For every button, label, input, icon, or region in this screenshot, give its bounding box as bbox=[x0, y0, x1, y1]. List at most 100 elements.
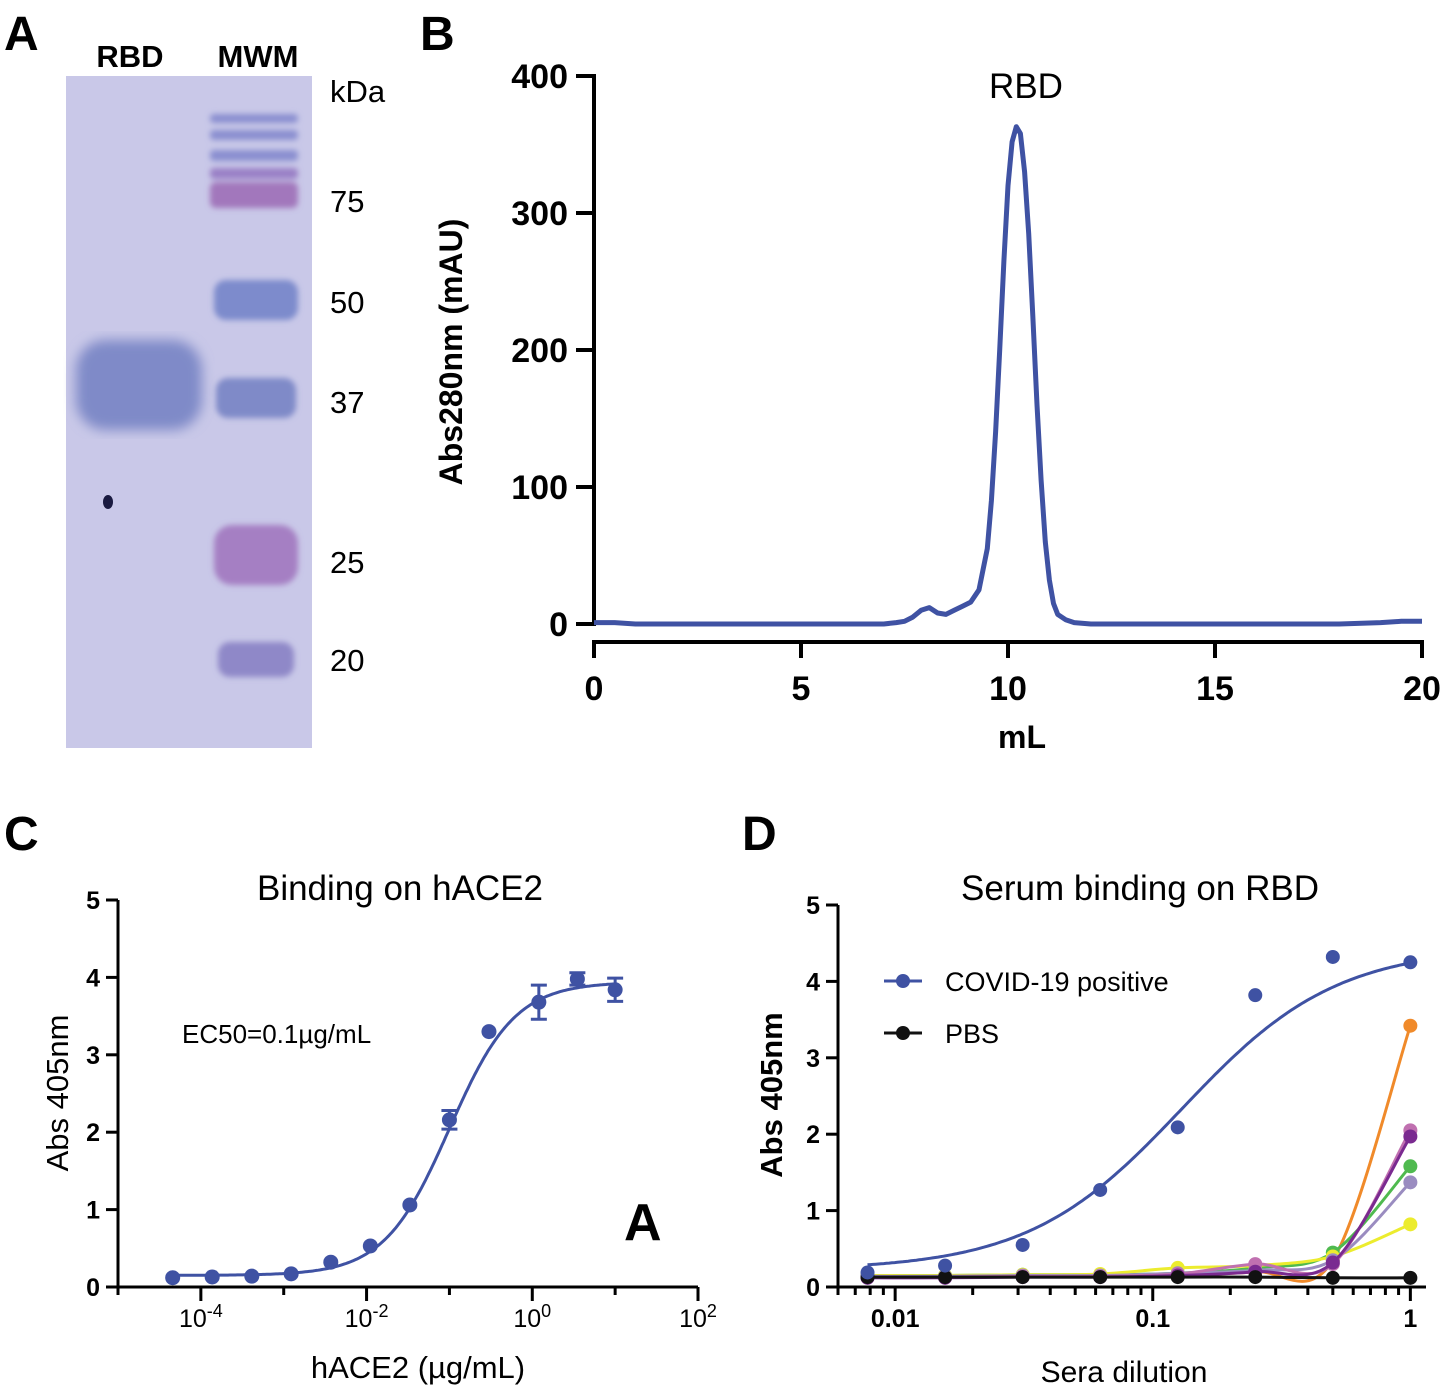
lane-label-rbd: RBD bbox=[96, 39, 163, 74]
chart-c-point bbox=[481, 1024, 497, 1040]
chart-d-ytick-label: 5 bbox=[806, 892, 820, 920]
chart-b-xtick-label: 20 bbox=[1403, 670, 1441, 708]
chart-d-point-purple bbox=[1403, 1129, 1418, 1144]
chart-d-legend: COVID-19 positive PBS bbox=[884, 967, 1169, 1049]
chart-d-plot bbox=[860, 949, 1418, 1285]
chart-b-ylabel: Abs280nm (mAU) bbox=[433, 219, 469, 486]
chart-d-line-covid-19-positive bbox=[867, 961, 1411, 1267]
panel-d-letter: D bbox=[742, 808, 777, 861]
legend-marker-pbs bbox=[896, 1026, 910, 1040]
chart-d-point-covid-19-positive bbox=[860, 1265, 875, 1280]
chart-b-xtick-label: 10 bbox=[989, 670, 1027, 708]
chart-c-ytick-label: 1 bbox=[86, 1197, 100, 1225]
chart-c-ytick-label: 0 bbox=[86, 1274, 100, 1302]
chart-b-ytick-label: 0 bbox=[549, 606, 568, 644]
marker-label-50: 50 bbox=[330, 285, 364, 320]
chart-c-annotation: EC50=0.1µg/mL bbox=[182, 1019, 371, 1049]
chart-b-xtick-label: 15 bbox=[1196, 670, 1234, 708]
chart-d-ytick-label: 3 bbox=[806, 1045, 820, 1073]
chart-d-point-covid-19-positive bbox=[1325, 949, 1340, 964]
kda-unit-label: kDa bbox=[330, 74, 386, 109]
chart-b-axes: 0 100 200 300 400 0 5 10 15 20 bbox=[511, 58, 1441, 708]
chart-c-point bbox=[569, 971, 585, 987]
panel-c-letter: C bbox=[4, 808, 39, 861]
rbd-band bbox=[76, 340, 202, 430]
chart-c-ytick-label: 5 bbox=[86, 887, 100, 915]
chart-c-point bbox=[283, 1266, 299, 1282]
chart-c-xtick-label: 102 bbox=[679, 1301, 717, 1333]
chart-d-point-covid-19-positive bbox=[1248, 988, 1263, 1003]
chart-c-xlabel: hACE2 (µg/mL) bbox=[311, 1350, 525, 1385]
chart-d-point-pbs bbox=[1248, 1270, 1263, 1285]
panel-a-letter: A bbox=[4, 8, 39, 61]
chart-d-ylabel: Abs 405nm bbox=[754, 1012, 789, 1177]
chart-d-point-pbs bbox=[1325, 1270, 1340, 1285]
chart-d-point-covid-19-positive bbox=[1403, 955, 1418, 970]
panel-c: C Binding on hACE2 Abs 405nm hACE2 (µg/m… bbox=[4, 808, 717, 1385]
chart-b-ytick-label: 200 bbox=[511, 332, 568, 370]
chart-c-point bbox=[402, 1197, 418, 1213]
chart-c-ytick-label: 2 bbox=[86, 1119, 100, 1147]
chart-d-point-pbs bbox=[1170, 1270, 1185, 1285]
chart-d-axes: 0 1 2 3 4 5 0.01 0.1 1 bbox=[806, 892, 1426, 1333]
chart-b-xtick-label: 5 bbox=[792, 670, 811, 708]
chart-d-ytick-label: 4 bbox=[806, 968, 820, 996]
chart-d-xtick-label: 0.01 bbox=[871, 1305, 920, 1333]
chart-b-ytick-label: 100 bbox=[511, 469, 568, 507]
chart-c-xtick-label: 10-2 bbox=[345, 1301, 389, 1333]
chart-c-title: Binding on hACE2 bbox=[257, 869, 543, 908]
chart-d-point-pbs bbox=[1093, 1270, 1108, 1285]
chart-c-plot bbox=[165, 971, 624, 1286]
marker-label-25: 25 bbox=[330, 545, 364, 580]
chart-d-point-covid-19-positive bbox=[1170, 1120, 1185, 1135]
chart-c-point bbox=[244, 1268, 260, 1284]
chart-d-line-pbs bbox=[867, 1275, 1411, 1280]
chart-c-xtick-label: 10-4 bbox=[179, 1301, 223, 1333]
chart-c-point bbox=[323, 1254, 339, 1270]
chart-d-point-covid-19-positive bbox=[1093, 1182, 1108, 1197]
chart-b-xlabel: mL bbox=[998, 719, 1046, 755]
chart-c-point bbox=[362, 1238, 378, 1254]
lane-label-mwm: MWM bbox=[218, 39, 299, 74]
chart-d-xtick-label: 0.1 bbox=[1135, 1305, 1170, 1333]
chart-d-point-pbs bbox=[1403, 1270, 1418, 1285]
chart-d-title: Serum binding on RBD bbox=[961, 869, 1319, 908]
marker-label-75: 75 bbox=[330, 184, 364, 219]
legend-label-covid: COVID-19 positive bbox=[945, 967, 1169, 997]
chart-c-point bbox=[165, 1270, 181, 1286]
chart-b-series-line bbox=[594, 124, 1422, 627]
panel-b: B RBD Abs280nm (mAU) mL 0 100 200 300 400 0 5 1… bbox=[420, 8, 1441, 755]
chart-c-watermark: A bbox=[624, 1194, 662, 1252]
marker-bands bbox=[210, 114, 298, 677]
panel-a: A RBD MWM kDa 75 50 37 25 20 bbox=[4, 8, 386, 748]
chart-c-ytick-label: 3 bbox=[86, 1042, 100, 1070]
chart-c-point bbox=[441, 1112, 457, 1128]
chart-b-ytick-label: 400 bbox=[511, 58, 568, 96]
chart-c-point bbox=[204, 1269, 220, 1285]
chart-d-point-purple bbox=[1325, 1255, 1340, 1270]
chart-d-point-pbs bbox=[938, 1270, 953, 1285]
chart-c-point bbox=[531, 994, 547, 1010]
chart-d-point-yellow bbox=[1403, 1217, 1418, 1232]
chart-d-point-covid-19-positive bbox=[938, 1258, 953, 1273]
chart-b-title: RBD bbox=[989, 67, 1063, 106]
chart-d-ytick-label: 0 bbox=[806, 1274, 820, 1302]
marker-label-20: 20 bbox=[330, 643, 364, 678]
chart-b-plot bbox=[594, 124, 1422, 627]
chart-d-ytick-label: 1 bbox=[806, 1198, 820, 1226]
gel-speck bbox=[103, 495, 113, 509]
chart-c-ylabel: Abs 405nm bbox=[40, 1015, 75, 1172]
chart-c-axes: 0 1 2 3 4 5 10-4 10-2 100 102 bbox=[86, 887, 717, 1333]
chart-d-point-pbs bbox=[1015, 1270, 1030, 1285]
chart-d-point-lavender bbox=[1403, 1175, 1418, 1190]
chart-d-ytick-label: 2 bbox=[806, 1121, 820, 1149]
chart-d-point-covid-19-positive bbox=[1015, 1237, 1030, 1252]
chart-c-xtick-label: 100 bbox=[513, 1301, 551, 1333]
panel-b-letter: B bbox=[420, 8, 455, 61]
chart-b-ytick-label: 300 bbox=[511, 195, 568, 233]
chart-c-ytick-label: 4 bbox=[86, 964, 100, 992]
marker-label-37: 37 bbox=[330, 385, 364, 420]
chart-d-xtick-label: 1 bbox=[1403, 1305, 1417, 1333]
chart-d-point-green bbox=[1403, 1159, 1418, 1174]
